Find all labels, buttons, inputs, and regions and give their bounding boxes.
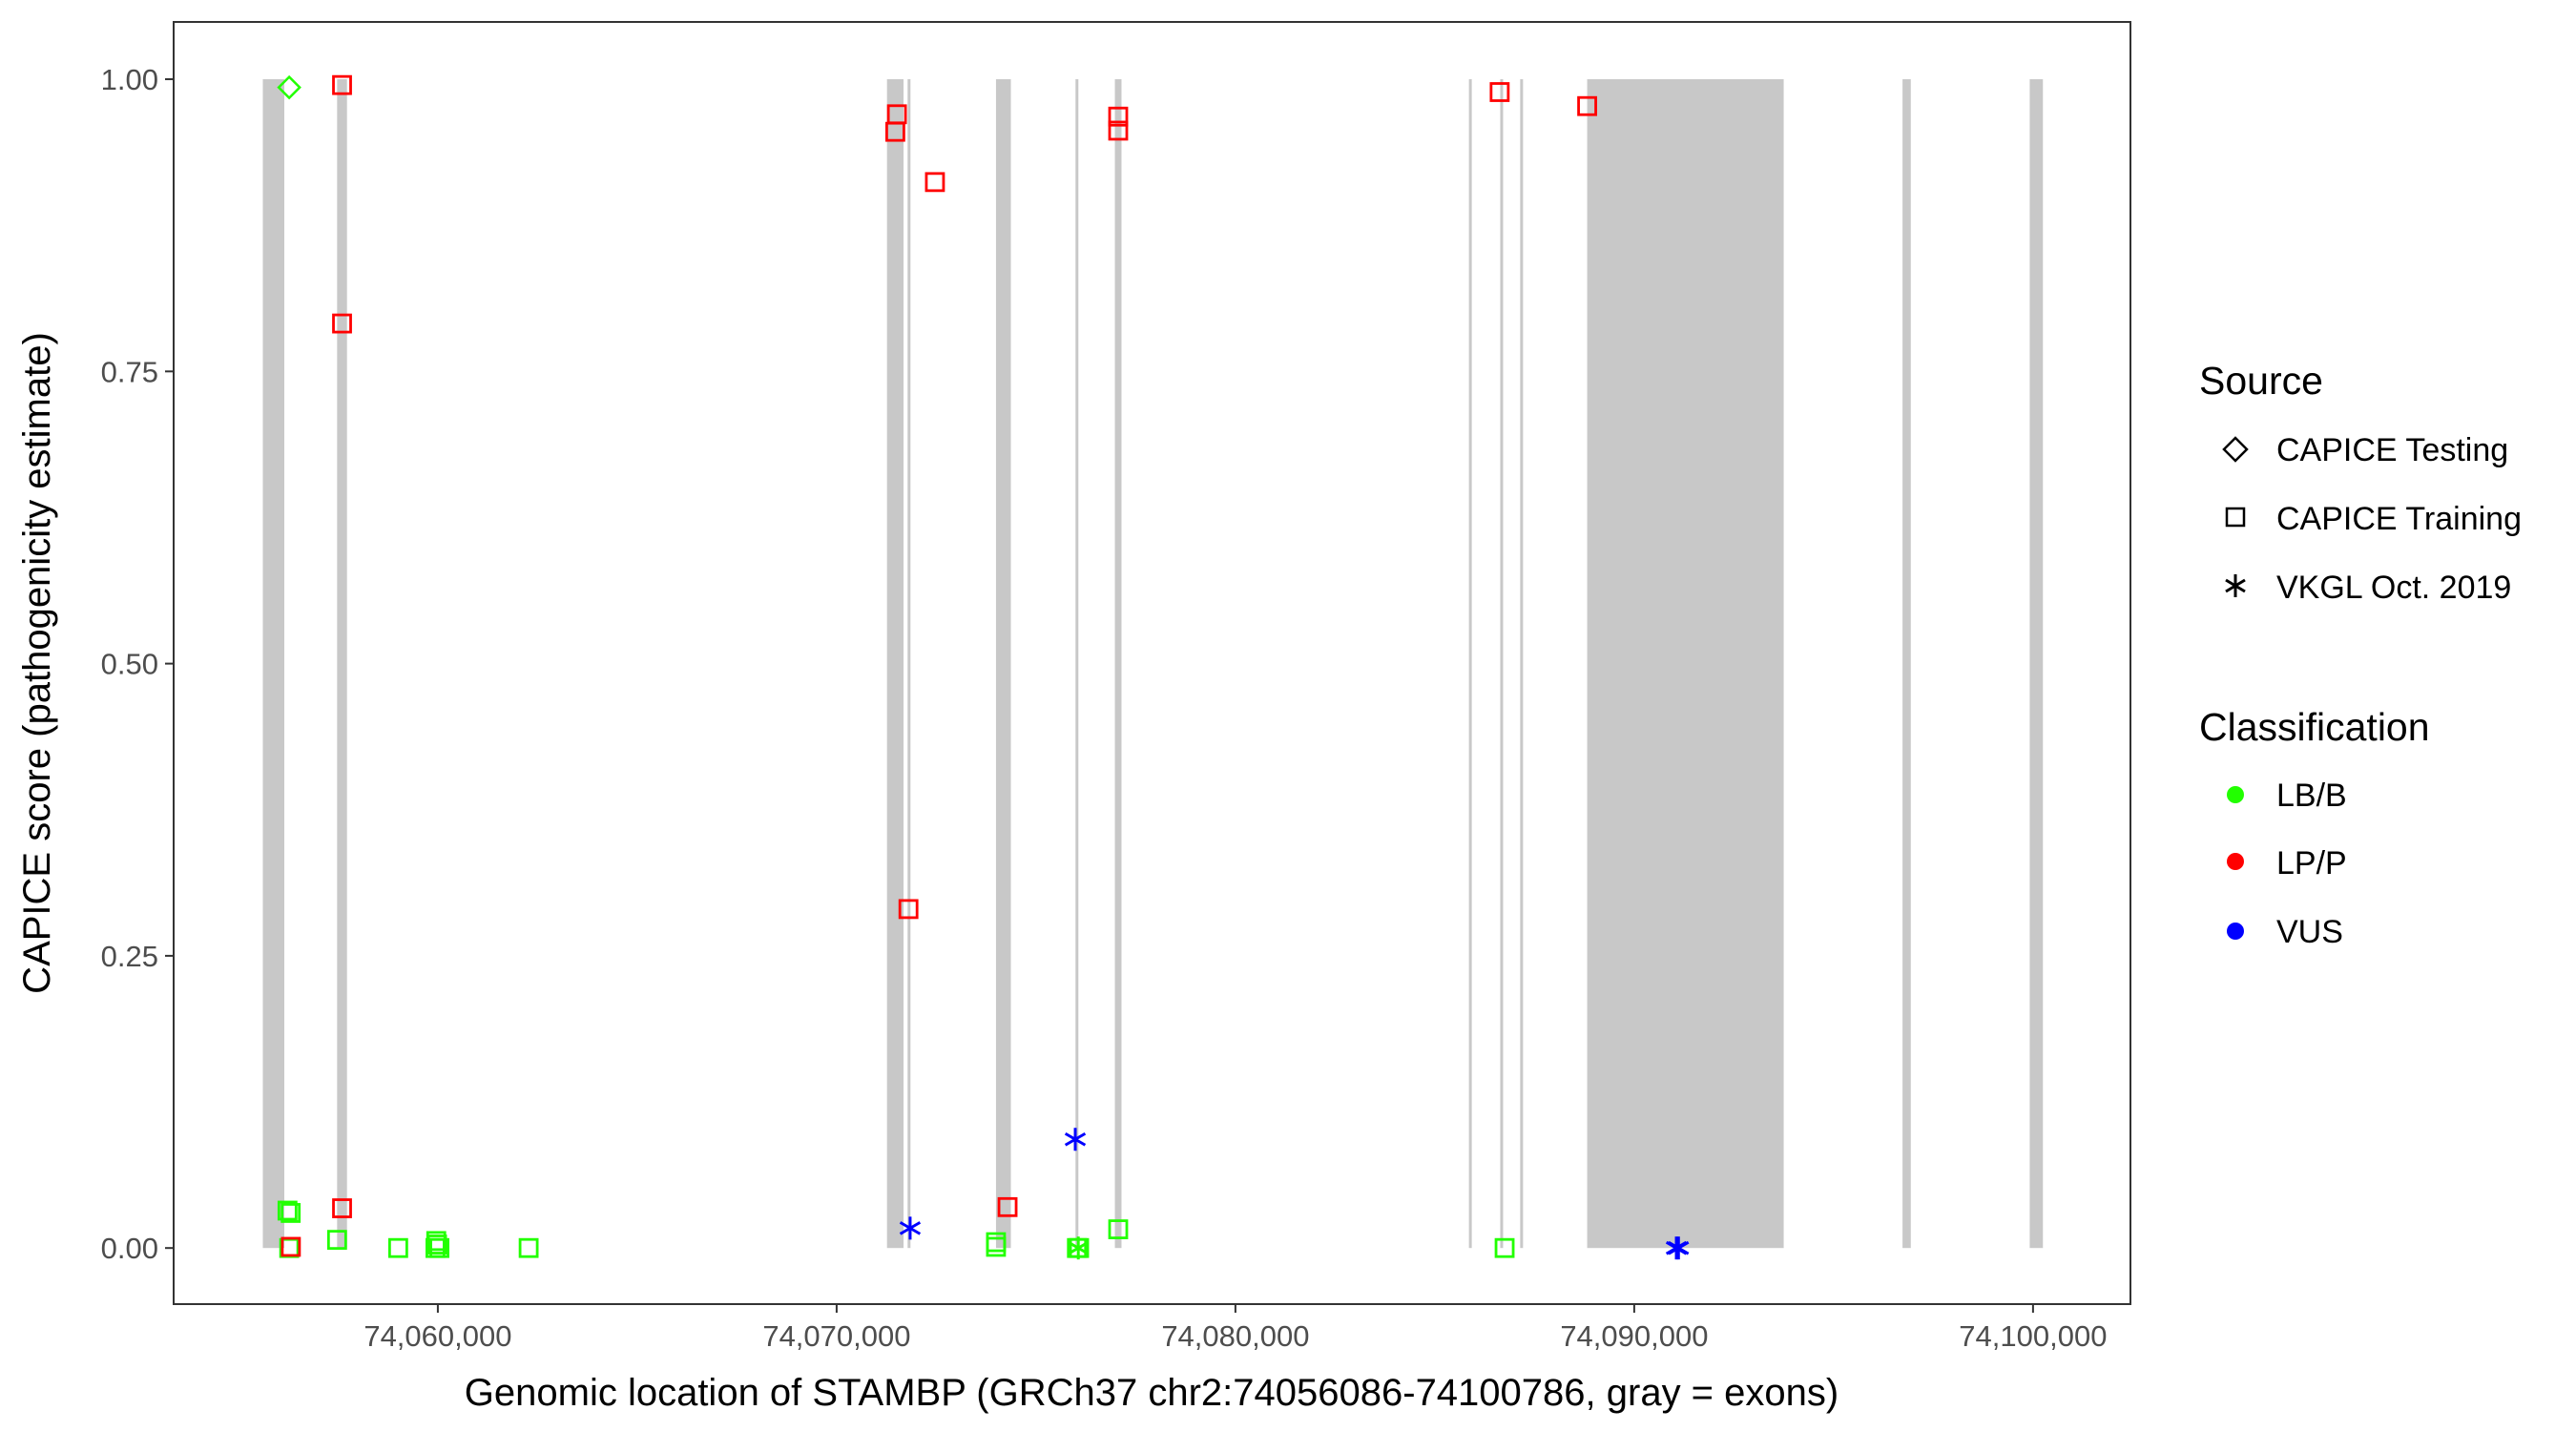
exon-band <box>886 79 904 1249</box>
data-point <box>1577 95 1597 116</box>
legend-label: VKGL Oct. 2019 <box>2276 570 2511 606</box>
data-point <box>387 1237 408 1258</box>
square-icon <box>2225 507 2246 528</box>
data-point <box>429 1237 449 1258</box>
data-point <box>1489 82 1510 102</box>
y-tick-label: 1.00 <box>101 63 158 96</box>
legend-label: CAPICE Testing <box>2276 432 2508 468</box>
legend-item-lpp: LP/P <box>2227 845 2347 881</box>
legend-label: CAPICE Training <box>2276 501 2522 537</box>
data-points <box>277 74 1690 1260</box>
y-axis-title: CAPICE score (pathogenicity estimate) <box>16 332 58 994</box>
dot-icon <box>2227 786 2244 803</box>
data-point <box>1494 1237 1515 1258</box>
exon-band <box>337 79 347 1249</box>
exon-band <box>2029 79 2044 1249</box>
x-tick-label: 74,090,000 <box>1560 1319 1708 1353</box>
legend-label: LP/P <box>2276 845 2347 881</box>
y-tick-label: 0.25 <box>101 940 158 973</box>
legend-item-vus: VUS <box>2227 914 2343 950</box>
data-point <box>1668 1236 1690 1260</box>
data-point <box>884 121 905 142</box>
exon-band <box>1075 79 1079 1249</box>
exon-band <box>1587 79 1784 1249</box>
exon-band <box>995 79 1011 1249</box>
data-point <box>1064 1128 1087 1151</box>
x-axis: 74,060,000 74,070,000 74,080,000 74,090,000… <box>364 1304 2107 1353</box>
data-point <box>1108 1219 1129 1239</box>
data-point <box>280 1236 301 1257</box>
x-tick-label: 74,060,000 <box>364 1319 511 1353</box>
data-point <box>280 1203 301 1223</box>
exon-band <box>262 79 284 1249</box>
legend-source-title: Source <box>2199 359 2323 403</box>
y-tick-label: 0.75 <box>101 355 158 388</box>
data-point <box>518 1237 539 1258</box>
exon-band <box>1520 79 1524 1249</box>
diamond-icon <box>2222 436 2249 463</box>
data-point <box>277 74 301 100</box>
data-point <box>899 1216 922 1240</box>
data-point <box>332 1198 352 1218</box>
legend-label: LB/B <box>2276 778 2347 814</box>
x-tick-label: 74,080,000 <box>1161 1319 1309 1353</box>
exon-band <box>1500 79 1504 1249</box>
data-point <box>1108 106 1129 127</box>
dot-icon <box>2227 853 2244 870</box>
legend-label: VUS <box>2276 914 2343 950</box>
legend-item-capice-training: CAPICE Training <box>2225 501 2522 537</box>
data-point <box>426 1234 447 1255</box>
data-point <box>1068 1236 1090 1260</box>
legend-item-vkgl: VKGL Oct. 2019 <box>2225 570 2511 606</box>
exon-bands <box>262 79 2044 1249</box>
exon-band <box>1114 79 1122 1249</box>
plot-panel-border <box>173 21 2131 1305</box>
data-point <box>332 313 352 334</box>
legend-item-lbb: LB/B <box>2227 778 2347 814</box>
data-point <box>277 1200 298 1221</box>
dot-icon <box>2227 923 2244 940</box>
exon-band <box>907 79 911 1249</box>
x-tick-label: 74,100,000 <box>1959 1319 2107 1353</box>
data-point <box>332 74 352 95</box>
legend-item-capice-testing: CAPICE Testing <box>2222 432 2508 468</box>
legend-classification-title: Classification <box>2199 705 2430 749</box>
data-point <box>326 1230 347 1251</box>
exon-band <box>1902 79 1911 1249</box>
legend-classification: Classification LB/B LP/P VUS <box>2199 705 2430 950</box>
y-tick-label: 0.00 <box>101 1232 158 1265</box>
x-axis-title: Genomic location of STAMBP (GRCh37 chr2:… <box>465 1372 1839 1414</box>
exon-band <box>1468 79 1472 1249</box>
y-tick-label: 0.50 <box>101 648 158 681</box>
data-point <box>924 172 945 193</box>
data-point <box>1108 120 1129 141</box>
x-tick-label: 74,070,000 <box>762 1319 910 1353</box>
legend-source: Source CAPICE Testing CAPICE Training VK… <box>2199 359 2522 606</box>
data-point <box>986 1236 1007 1257</box>
data-point <box>898 899 919 920</box>
data-point <box>997 1196 1018 1217</box>
y-axis: 0.00 0.25 0.50 0.75 1.00 <box>101 63 174 1265</box>
asterisk-icon <box>2225 574 2246 597</box>
